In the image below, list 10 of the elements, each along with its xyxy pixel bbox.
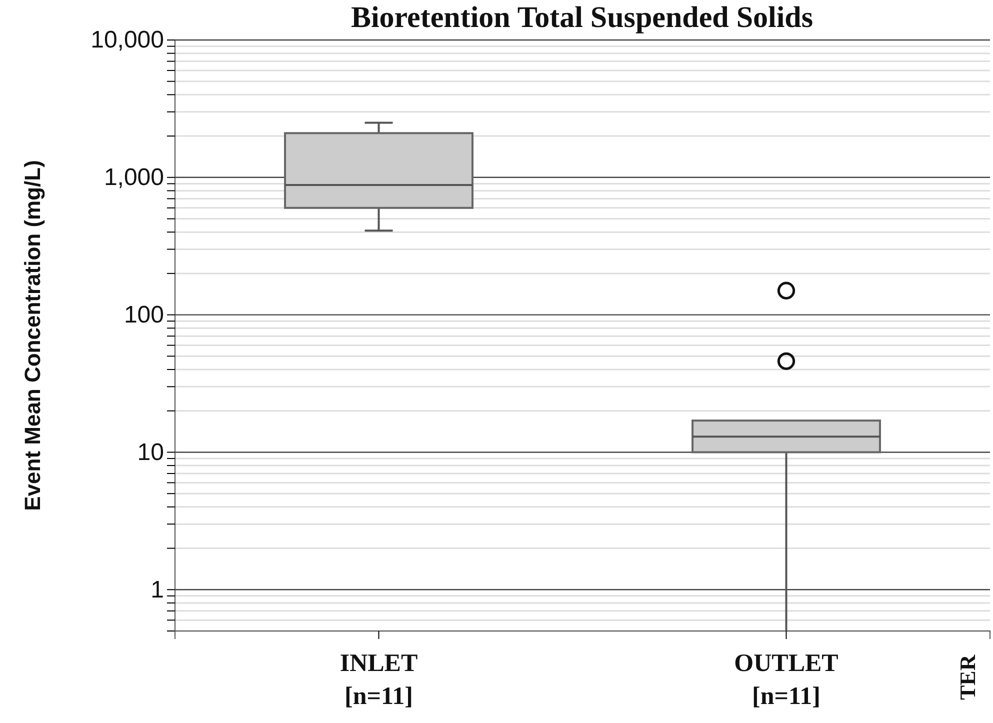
y-tick-label: 10 [137,438,164,466]
chart-title: Bioretention Total Suspended Solids [350,1,814,34]
y-tick-label: 1,000 [104,164,164,192]
y-tick-label: 100 [124,302,164,328]
x-tick-label: INLET [n=11] [340,650,418,710]
text: TER [955,654,980,700]
y-axis-title: Event Mean Concentration (mg/L) [20,160,45,511]
y-tick-label: 1 [150,576,164,604]
y-tick-label: 10,000 [90,26,164,54]
x-tick-label: OUTLET [n=11] [734,650,839,710]
